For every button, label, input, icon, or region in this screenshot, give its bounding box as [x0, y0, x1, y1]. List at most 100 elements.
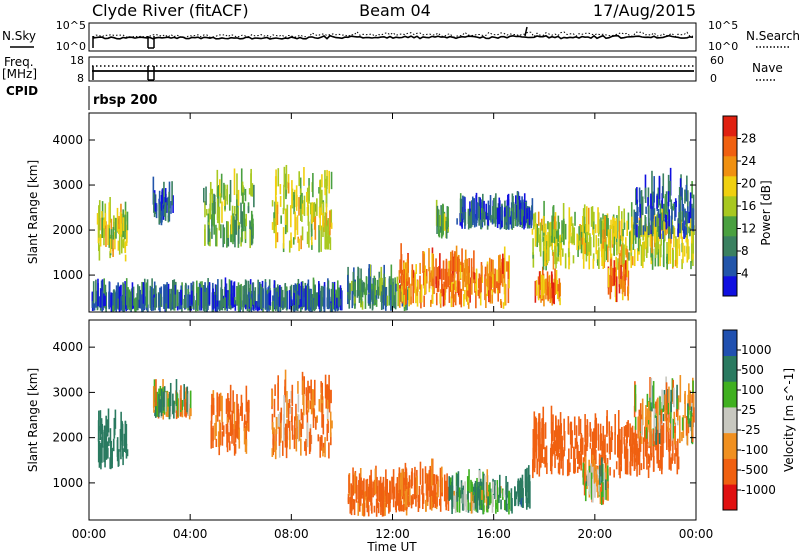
colorbar-segment — [723, 216, 737, 237]
echo-cell — [658, 415, 661, 434]
echo-cell — [308, 221, 310, 248]
colorbar-segment — [723, 196, 737, 217]
echo-cell — [162, 391, 165, 411]
echo-cell — [558, 235, 561, 243]
echo-cell — [662, 405, 665, 413]
echo-cell — [98, 200, 101, 222]
echo-cell — [660, 419, 662, 445]
echo-cell — [618, 205, 620, 232]
echo-cell — [474, 272, 476, 293]
echo-cell — [659, 459, 661, 471]
echo-cell — [605, 488, 607, 500]
echo-cell — [221, 289, 224, 311]
echo-cell — [553, 216, 556, 230]
echo-cell — [626, 448, 629, 468]
echo-cell — [583, 463, 586, 479]
echo-cell — [255, 301, 257, 311]
echo-cell — [464, 259, 467, 279]
echo-cell — [228, 299, 230, 309]
echo-cell — [229, 441, 231, 451]
echo-cell — [328, 374, 330, 402]
echo-cell — [347, 497, 350, 505]
echo-cell — [226, 417, 229, 424]
echo-cell — [286, 204, 289, 233]
echo-cell — [120, 449, 122, 460]
echo-cell — [297, 236, 300, 243]
echo-cell — [208, 228, 211, 242]
echo-cell — [681, 259, 683, 270]
echo-cell — [108, 219, 111, 248]
echo-cell — [660, 409, 663, 424]
echo-cell — [391, 283, 394, 310]
echo-cell — [539, 421, 541, 447]
echo-cell — [231, 432, 233, 444]
echo-cell — [262, 288, 264, 309]
echo-cell — [240, 202, 242, 224]
echo-cell — [544, 247, 546, 267]
echo-cell — [504, 216, 507, 225]
echo-cell — [653, 176, 656, 203]
echo-cell — [336, 280, 339, 306]
echo-cell — [595, 423, 597, 449]
echo-cell — [502, 302, 505, 309]
echo-cell — [405, 468, 408, 486]
echo-cell — [554, 268, 556, 296]
echo-cell — [445, 261, 448, 290]
echo-cell — [319, 436, 322, 458]
echo-cell — [469, 502, 472, 511]
echo-cell — [485, 293, 487, 309]
y-tick-label: 1000 — [52, 476, 83, 490]
echo-cell — [508, 208, 511, 218]
echo-cell — [104, 295, 106, 307]
echo-cell — [354, 281, 356, 296]
echo-cell — [600, 217, 602, 244]
echo-cell — [292, 237, 295, 245]
echo-cell — [593, 428, 595, 456]
echo-cell — [602, 463, 604, 482]
echo-cell — [323, 286, 326, 311]
echo-cell — [271, 422, 274, 435]
echo-cell — [552, 252, 555, 270]
echo-cell — [558, 278, 561, 302]
echo-cell — [382, 492, 385, 517]
echo-cell — [485, 498, 488, 511]
echo-cell — [322, 414, 325, 435]
echo-cell — [493, 198, 495, 224]
echo-cell — [627, 285, 629, 301]
echo-cell — [593, 460, 596, 484]
echo-cell — [553, 282, 556, 305]
echo-cell — [651, 170, 653, 198]
echo-cell — [619, 439, 622, 465]
echo-cell — [496, 487, 499, 512]
echo-cell — [99, 234, 102, 247]
echo-cell — [275, 169, 277, 196]
echo-cell — [284, 434, 287, 448]
echo-cell — [526, 208, 528, 220]
echo-cell — [330, 389, 332, 404]
echo-cell — [499, 270, 502, 286]
echo-cell — [430, 299, 432, 307]
echo-cell — [542, 215, 545, 233]
echo-cell — [408, 287, 410, 307]
echo-cell — [432, 253, 435, 279]
echo-cell — [311, 294, 314, 311]
colorbar-segment — [723, 256, 737, 277]
echo-cell — [456, 280, 459, 294]
echo-cell — [680, 219, 683, 239]
echo-cell — [431, 286, 434, 304]
echo-cell — [610, 219, 612, 230]
echo-cell — [652, 195, 655, 216]
echo-cell — [689, 418, 691, 428]
echo-cell — [662, 413, 665, 422]
echo-cell — [162, 208, 164, 216]
echo-cell — [339, 285, 342, 311]
echo-cell — [361, 301, 364, 310]
echo-cell — [677, 456, 680, 470]
echo-cell — [228, 432, 230, 443]
echo-cell — [507, 261, 510, 280]
echo-cell — [650, 453, 653, 461]
echo-cell — [318, 187, 320, 194]
echo-cell — [328, 442, 330, 459]
echo-cell — [623, 274, 626, 282]
echo-cell — [450, 296, 453, 308]
